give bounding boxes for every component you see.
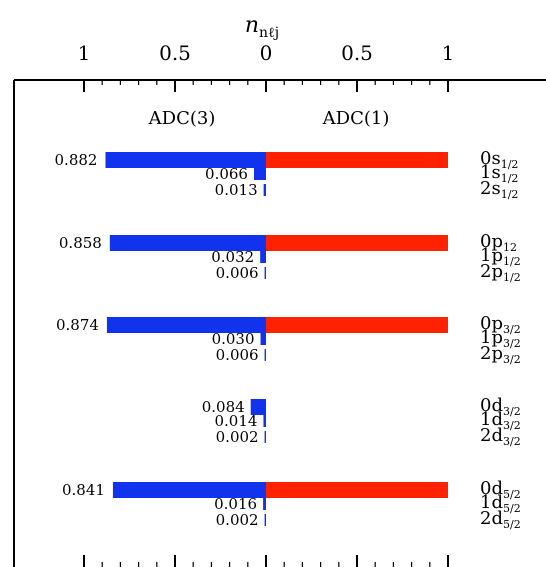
x-axis-ticks-top — [83, 80, 449, 92]
bar-adc3-0p-12 — [109, 235, 267, 251]
value-label-adc3: 0.032 — [211, 248, 254, 266]
value-label-adc3: 0.006 — [216, 264, 259, 282]
orbital-label: 2p3/2 — [480, 343, 521, 366]
value-label-adc3: 0.002 — [216, 511, 259, 529]
bar-adc3-1p-1-2 — [260, 251, 266, 263]
legend-adc1: ADC(1) — [322, 108, 390, 129]
value-label-adc3: 0.858 — [59, 234, 102, 252]
value-label-adc3: 0.013 — [215, 181, 258, 199]
orbital-label: 1p1/2 — [480, 245, 521, 268]
orbital-label: 1p3/2 — [480, 327, 521, 350]
value-label-adc3: 0.002 — [216, 428, 259, 446]
bar-adc3-2s-1-2 — [263, 184, 266, 196]
x-tick-label: 0.5 — [341, 41, 373, 65]
orbital-label: 0p12 — [480, 231, 517, 254]
orbital-label: 2d3/2 — [480, 425, 521, 448]
bar-adc3-2d-3-2 — [264, 431, 266, 443]
bar-adc1-0p-3-2 — [266, 317, 448, 333]
bar-adc3-1p-3-2 — [260, 333, 266, 345]
bar-adc3-2p-3-2 — [264, 349, 266, 361]
value-label-adc3: 0.014 — [214, 412, 257, 430]
bar-adc3-2d-5-2 — [264, 514, 266, 526]
x-tick-label: 1 — [78, 41, 91, 65]
orbital-label: 0p3/2 — [480, 313, 521, 336]
orbital-label: 1s1/2 — [480, 162, 518, 185]
x-axis-tick-labels: 1 0.5 0 0.5 1 — [78, 41, 455, 65]
x-tick-label: 0 — [260, 41, 273, 65]
orbital-label: 0d3/2 — [480, 395, 521, 418]
orbital-label: 1d5/2 — [480, 492, 521, 515]
orbital-label: 0d5/2 — [480, 478, 521, 501]
bar-adc1-0p-12 — [266, 235, 448, 251]
orbital-label: 2d5/2 — [480, 508, 521, 531]
x-axis-title: nnℓj — [245, 13, 279, 41]
value-label-adc3: 0.882 — [55, 151, 98, 169]
value-label-adc3: 0.874 — [56, 316, 99, 334]
value-labels: 0.8820.0660.0130.8580.0320.0060.8740.030… — [55, 151, 259, 529]
x-tick-label: 1 — [442, 41, 455, 65]
bar-adc3-0p-3-2 — [106, 317, 266, 333]
value-label-adc3: 0.006 — [216, 346, 259, 364]
bar-adc3-0s-1-2 — [105, 152, 266, 168]
orbital-label: 2s1/2 — [480, 178, 518, 201]
value-label-adc3: 0.084 — [202, 398, 245, 416]
bar-adc3-1s-1-2 — [253, 168, 266, 180]
value-label-adc3: 0.841 — [62, 481, 105, 499]
bar-adc3-0d-5-2 — [112, 482, 266, 498]
legend-adc3: ADC(3) — [148, 108, 216, 129]
x-axis-title-main: n — [245, 13, 259, 38]
bar-adc1-0d-5-2 — [266, 482, 448, 498]
x-axis-title-sub: nℓj — [259, 25, 279, 41]
bars-layer — [105, 152, 448, 526]
value-label-adc3: 0.030 — [212, 330, 255, 348]
x-tick-label: 0.5 — [159, 41, 191, 65]
bar-adc3-1d-5-2 — [263, 498, 266, 510]
orbital-label: 1d3/2 — [480, 409, 521, 432]
bar-adc3-2p-1-2 — [264, 267, 266, 279]
value-label-adc3: 0.016 — [214, 495, 257, 513]
orbital-label: 2p1/2 — [480, 261, 521, 284]
orbital-labels: 0s1/21s1/22s1/20p121p1/22p1/20p3/21p3/22… — [480, 148, 521, 531]
bar-adc3-0d-3-2 — [250, 399, 266, 415]
value-label-adc3: 0.066 — [205, 165, 248, 183]
x-axis-ticks-bottom — [83, 555, 449, 567]
bar-adc1-0s-1-2 — [266, 152, 448, 168]
orbital-label: 0s1/2 — [480, 148, 518, 171]
bar-adc3-1d-3-2 — [263, 415, 266, 427]
